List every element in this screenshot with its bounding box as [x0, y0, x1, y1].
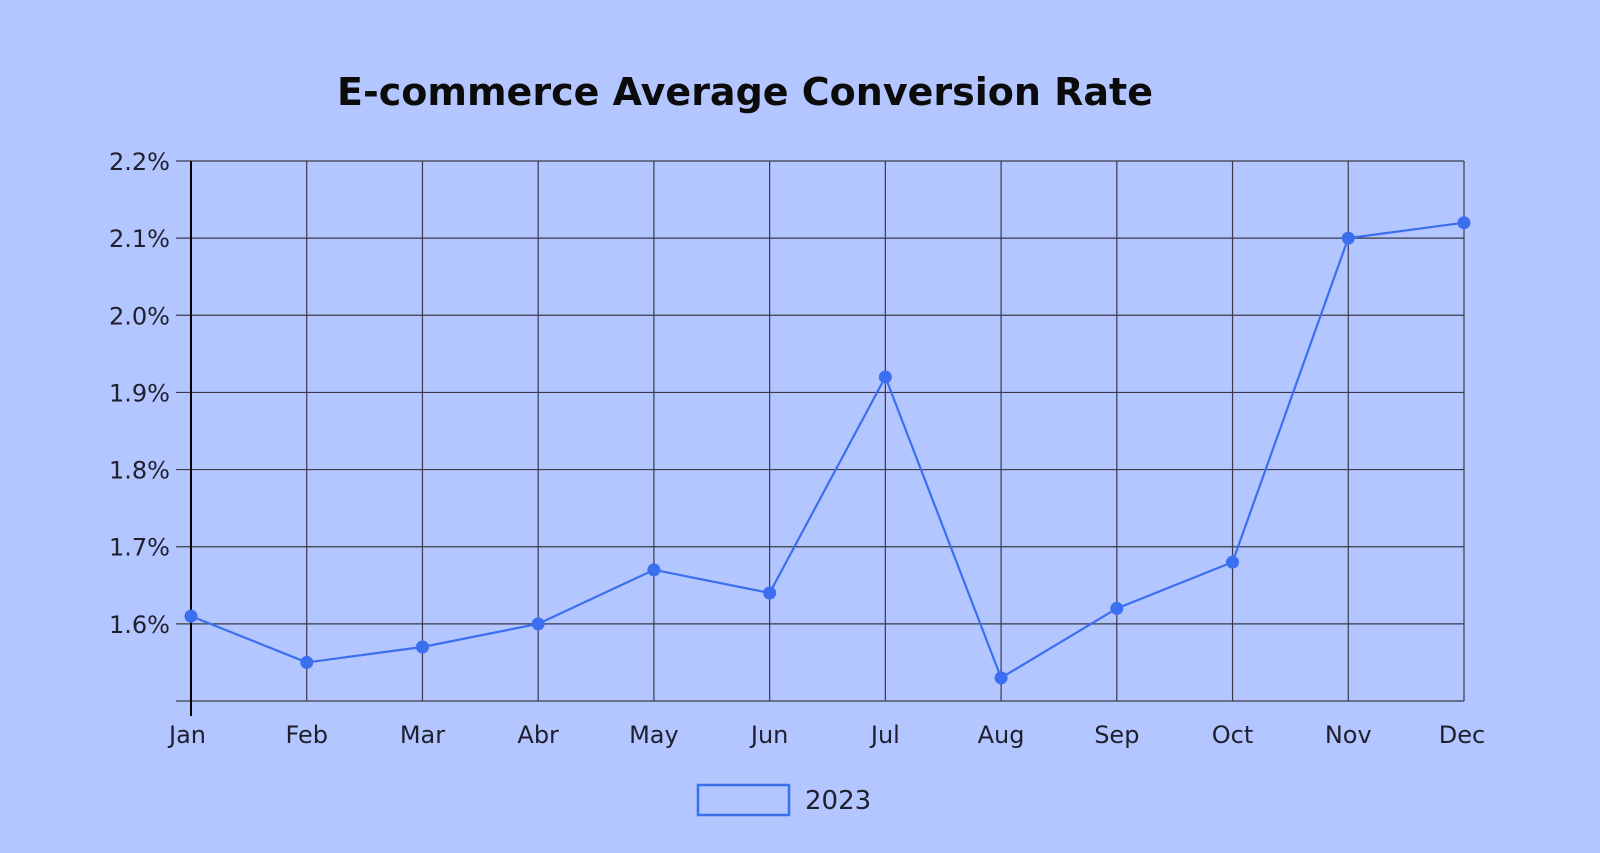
x-tick-label: Nov [1325, 721, 1372, 749]
x-tick-label: Oct [1212, 721, 1254, 749]
x-tick-label: Jun [749, 721, 789, 749]
x-tick-label: Dec [1439, 721, 1485, 749]
data-point [647, 563, 661, 577]
data-point [1341, 231, 1355, 245]
x-axis-tick-labels: Jan Feb Mar Abr May Jun Jul Aug Sep Oct Nov Dec [167, 721, 1485, 749]
x-tick-label: May [629, 721, 679, 749]
x-tick-label: Jul [869, 721, 900, 749]
x-tick-label: Mar [400, 721, 445, 749]
x-tick-label: Sep [1094, 721, 1139, 749]
x-tick-label: Abr [517, 721, 559, 749]
y-tick-label: 2.2% [109, 148, 170, 176]
x-tick-label: Jan [167, 721, 206, 749]
chart-title: E-commerce Average Conversion Rate [337, 70, 1153, 114]
y-axis-tick-labels: 1.6% 1.7% 1.8% 1.9% 2.0% 2.1% 2.2% [109, 148, 170, 639]
data-point [300, 655, 314, 669]
x-tick-label: Feb [285, 721, 328, 749]
legend-swatch [696, 783, 791, 817]
data-point [1226, 555, 1240, 569]
data-point [994, 671, 1008, 685]
y-tick-label: 2.0% [109, 302, 170, 330]
y-tick-label: 2.1% [109, 225, 170, 253]
series-layer [184, 216, 1471, 685]
grid [176, 160, 1465, 702]
data-point [878, 370, 892, 384]
data-point [1110, 601, 1124, 615]
data-point [531, 617, 545, 631]
data-point [763, 586, 777, 600]
x-tick-label: Aug [978, 721, 1025, 749]
series-line [190, 221, 1465, 679]
legend-label: 2023 [805, 786, 871, 816]
y-tick-label: 1.7% [109, 534, 170, 562]
y-tick-label: 1.6% [109, 611, 170, 639]
data-point [1457, 216, 1471, 230]
data-point [184, 609, 198, 623]
y-tick-label: 1.8% [109, 457, 170, 485]
y-tick-label: 1.9% [109, 379, 170, 407]
data-point [415, 640, 429, 654]
legend: 2023 [696, 783, 871, 817]
